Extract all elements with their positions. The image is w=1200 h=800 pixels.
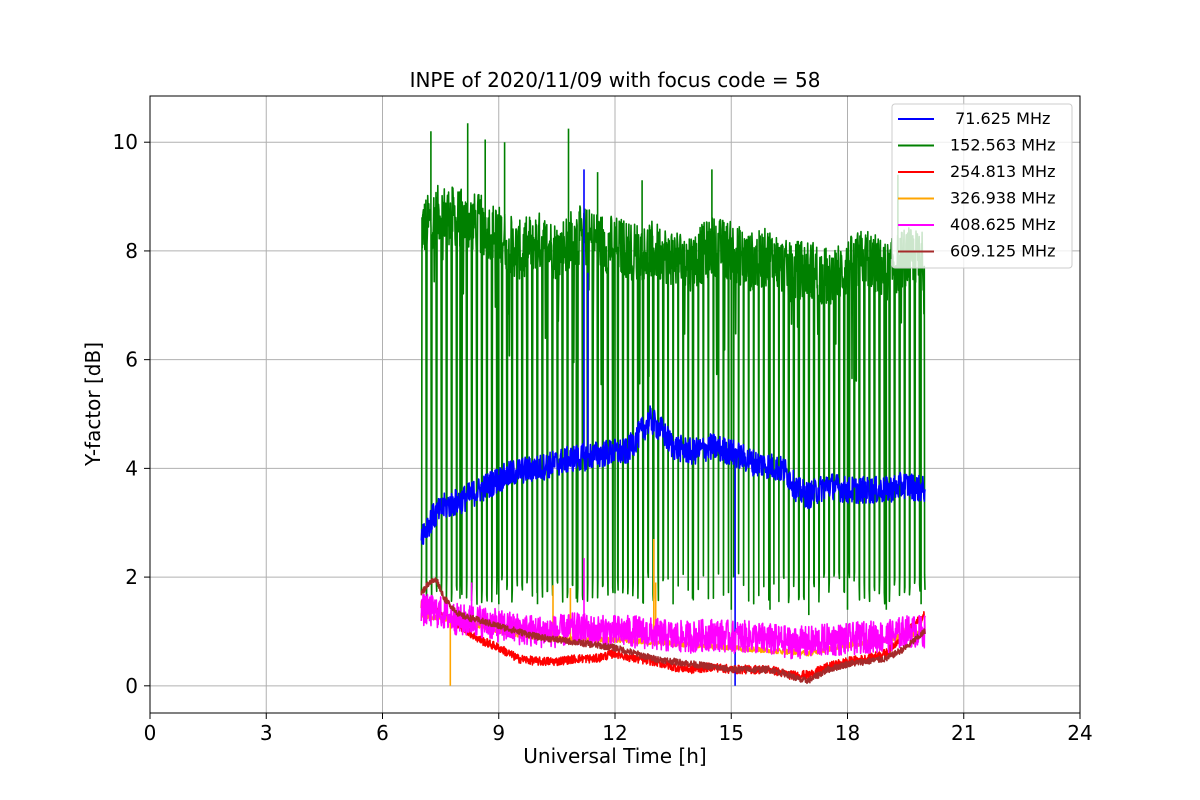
series-line <box>420 123 926 616</box>
y-tick-label: 6 <box>125 348 138 372</box>
legend-entry: 71.625 MHz <box>950 109 1050 128</box>
series-layer <box>420 123 926 686</box>
y-tick-label: 2 <box>125 565 138 589</box>
chart-title: INPE of 2020/11/09 with focus code = 58 <box>410 68 821 92</box>
legend-entry: 152.563 MHz <box>950 136 1055 155</box>
x-tick-label: 12 <box>602 721 627 745</box>
legend: 71.625 MHz 152.563 MHz 254.813 MHz 326.938 … <box>891 103 1073 269</box>
x-tick-label: 24 <box>1067 721 1092 745</box>
legend-entry: 326.938 MHz <box>950 189 1055 208</box>
series-line <box>420 169 926 686</box>
x-tick-label: 15 <box>719 721 744 745</box>
x-tick-label: 6 <box>376 721 389 745</box>
y-tick-label: 8 <box>125 239 138 263</box>
legend-entry: 408.625 MHz <box>950 215 1055 234</box>
legend-box <box>891 103 1073 269</box>
legend-entry: 254.813 MHz <box>950 162 1055 181</box>
y-tick-label: 10 <box>113 130 138 154</box>
x-tick-label: 9 <box>492 721 505 745</box>
y-axis-label: Y-factor [dB] <box>81 342 105 467</box>
x-tick-label: 3 <box>260 721 273 745</box>
x-tick-label: 21 <box>951 721 976 745</box>
x-tick-label: 18 <box>835 721 860 745</box>
y-tick-label: 4 <box>125 456 138 480</box>
legend-entry: 609.125 MHz <box>950 242 1055 261</box>
x-axis-label: Universal Time [h] <box>523 744 706 768</box>
series-line <box>420 577 926 685</box>
x-tick-label: 0 <box>144 721 157 745</box>
y-tick-label: 0 <box>125 674 138 698</box>
